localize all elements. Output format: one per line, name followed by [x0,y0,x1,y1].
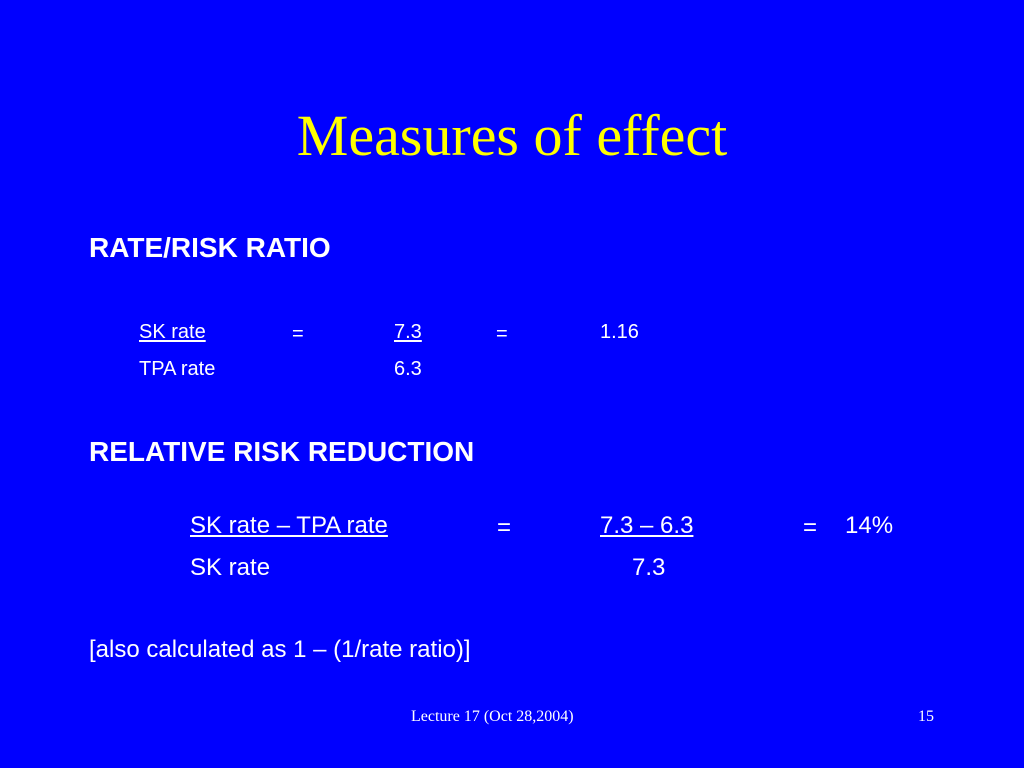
rr-denominator-value: 6.3 [394,358,422,380]
calculation-note: [also calculated as 1 – (1/rate ratio)] [89,636,471,663]
rrr-equals-2: = [803,514,818,541]
rr-result: 1.16 [600,321,639,343]
slide-title: Measures of effect [296,103,728,168]
rr-equals-1: = [292,323,304,345]
rr-numerator-label: SK rate [139,321,206,343]
rrr-denominator-value: 7.3 [632,554,666,581]
rr-denominator-label: TPA rate [139,358,216,380]
rrr-result: 14% [845,512,894,539]
rrr-numerator-value: 7.3 – 6.3 [600,512,694,539]
rrr-equals-1: = [497,514,512,541]
relative-risk-reduction-heading: RELATIVE RISK REDUCTION [89,436,475,467]
footer-lecture: Lecture 17 (Oct 28,2004) [411,708,574,725]
rrr-denominator-label: SK rate [190,554,271,581]
footer-page-number: 15 [918,708,934,725]
rr-numerator-value: 7.3 [394,321,422,343]
rate-risk-ratio-heading: RATE/RISK RATIO [89,232,331,263]
rr-equals-2: = [496,323,508,345]
rrr-numerator-label: SK rate – TPA rate [190,512,388,539]
